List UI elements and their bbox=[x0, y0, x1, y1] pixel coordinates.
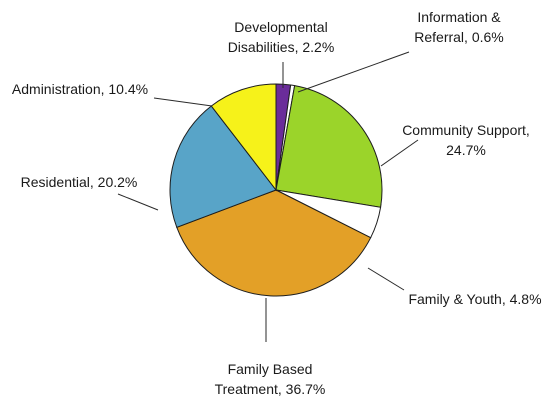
leader-line-information-referral bbox=[297, 51, 410, 93]
slice-label-line: Family & Youth, 4.8% bbox=[408, 291, 541, 307]
slice-label-line: Information & bbox=[417, 9, 501, 25]
slice-label-developmental-disabilities: Developmental Disabilities, 2.2% bbox=[228, 19, 335, 55]
pie-leader-lines bbox=[117, 51, 419, 342]
slice-label-line: Developmental bbox=[234, 19, 327, 35]
leader-line-community-support bbox=[380, 139, 419, 167]
pie-slice-residential bbox=[169, 105, 277, 228]
slice-label-line: Administration, 10.4% bbox=[12, 81, 148, 97]
leader-line-administration bbox=[153, 97, 213, 107]
slice-label-residential: Residential, 20.2% bbox=[21, 174, 138, 190]
leader-line-residential bbox=[117, 193, 159, 211]
slice-label-family-youth: Family & Youth, 4.8% bbox=[408, 291, 541, 307]
slice-label-line: 24.7% bbox=[446, 142, 486, 158]
pie-slice-administration bbox=[210, 83, 277, 192]
slice-label-administration: Administration, 10.4% bbox=[12, 81, 148, 97]
pie-slices bbox=[169, 83, 383, 297]
slice-label-line: Community Support, bbox=[402, 122, 530, 138]
slice-label-line: Family Based bbox=[228, 361, 313, 377]
slice-label-information-referral: Information & Referral, 0.6% bbox=[414, 9, 503, 45]
slice-label-line: Referral, 0.6% bbox=[414, 29, 503, 45]
slice-label-line: Treatment, 36.7% bbox=[215, 381, 326, 397]
pie-slice-labels: Developmental Disabilities, 2.2% Informati… bbox=[12, 9, 542, 397]
slice-label-line: Disabilities, 2.2% bbox=[228, 39, 335, 55]
pie-slice-community-support bbox=[275, 85, 383, 208]
slice-label-family-based-treatment: Family Based Treatment, 36.7% bbox=[215, 361, 326, 397]
slice-label-line: Residential, 20.2% bbox=[21, 174, 138, 190]
leader-line-family-youth bbox=[367, 267, 405, 291]
pie-slice-family-based-treatment bbox=[176, 189, 372, 297]
slice-label-community-support: Community Support, 24.7% bbox=[402, 122, 530, 158]
